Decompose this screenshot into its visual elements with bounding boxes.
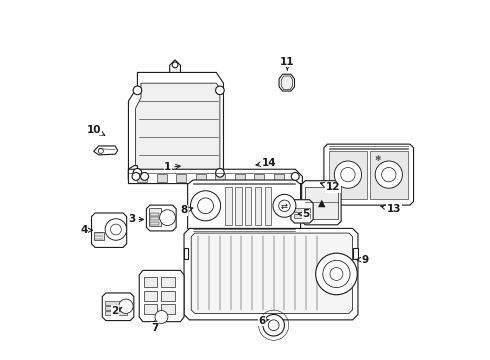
Circle shape [316, 253, 357, 295]
Circle shape [191, 191, 220, 221]
Bar [176, 174, 186, 182]
Circle shape [279, 200, 290, 212]
Circle shape [119, 299, 133, 314]
Circle shape [273, 194, 296, 217]
Polygon shape [147, 205, 176, 231]
Circle shape [197, 198, 214, 214]
Circle shape [172, 62, 178, 68]
Circle shape [269, 320, 279, 330]
Bar [95, 231, 104, 240]
Circle shape [98, 148, 103, 153]
Polygon shape [370, 150, 408, 199]
Text: 8: 8 [180, 206, 193, 216]
Bar [157, 174, 167, 182]
Circle shape [105, 219, 126, 240]
Circle shape [341, 167, 355, 182]
Polygon shape [92, 213, 126, 247]
Text: ⇄: ⇄ [281, 201, 288, 210]
Polygon shape [279, 74, 294, 91]
Circle shape [330, 267, 343, 280]
Polygon shape [324, 144, 414, 205]
Bar [274, 174, 284, 182]
Text: ▲: ▲ [318, 198, 325, 208]
Circle shape [132, 172, 140, 180]
Text: 6: 6 [259, 316, 269, 325]
Bar [105, 301, 127, 305]
Text: 12: 12 [320, 182, 340, 192]
Bar [144, 305, 157, 315]
Text: 14: 14 [256, 158, 277, 168]
Circle shape [263, 315, 285, 336]
Bar [305, 187, 338, 219]
Circle shape [375, 161, 402, 188]
Polygon shape [170, 60, 180, 72]
Text: 9: 9 [356, 255, 368, 265]
Polygon shape [139, 270, 184, 321]
Polygon shape [353, 248, 358, 259]
Polygon shape [102, 293, 134, 320]
Bar [161, 305, 175, 315]
Bar [161, 277, 175, 287]
Circle shape [216, 168, 224, 177]
Text: 7: 7 [151, 321, 158, 333]
Circle shape [160, 210, 175, 226]
Bar [294, 214, 310, 218]
Text: 3: 3 [128, 215, 144, 224]
Text: 1: 1 [164, 162, 180, 172]
Polygon shape [128, 72, 223, 180]
Bar [196, 174, 206, 182]
Polygon shape [184, 248, 188, 259]
Polygon shape [128, 166, 137, 180]
Bar [265, 187, 271, 225]
Bar [150, 222, 159, 225]
Polygon shape [184, 228, 358, 320]
Bar [105, 311, 127, 315]
Polygon shape [94, 146, 118, 155]
Bar [255, 187, 261, 225]
Circle shape [334, 161, 362, 188]
Circle shape [133, 168, 142, 177]
Bar [225, 187, 232, 225]
Bar [294, 208, 310, 212]
Text: ❄: ❄ [374, 154, 381, 163]
Polygon shape [281, 76, 293, 90]
Polygon shape [128, 169, 302, 184]
Polygon shape [302, 181, 341, 225]
Circle shape [141, 172, 148, 180]
Circle shape [382, 167, 396, 182]
Text: 13: 13 [381, 204, 401, 215]
Bar [150, 217, 159, 220]
Bar [144, 291, 157, 301]
Polygon shape [136, 83, 220, 173]
Polygon shape [188, 180, 300, 233]
Circle shape [155, 311, 168, 323]
Bar [245, 187, 251, 225]
Text: 4: 4 [80, 225, 92, 235]
Bar [144, 277, 157, 287]
Bar [235, 187, 242, 225]
Bar [215, 174, 225, 182]
Circle shape [133, 86, 142, 95]
Bar [254, 174, 264, 182]
Text: 2: 2 [112, 306, 122, 316]
Bar [105, 306, 127, 310]
Circle shape [323, 260, 350, 288]
Bar [150, 213, 159, 216]
Circle shape [216, 86, 224, 95]
Polygon shape [191, 233, 353, 314]
Bar [149, 208, 161, 226]
Text: 11: 11 [280, 57, 294, 70]
Text: 10: 10 [87, 125, 105, 135]
Text: 5: 5 [298, 209, 310, 219]
Circle shape [291, 172, 299, 180]
Circle shape [111, 224, 122, 235]
Bar [161, 291, 175, 301]
Bar [235, 174, 245, 182]
Polygon shape [291, 200, 313, 223]
Polygon shape [329, 150, 367, 199]
Bar [137, 174, 147, 182]
